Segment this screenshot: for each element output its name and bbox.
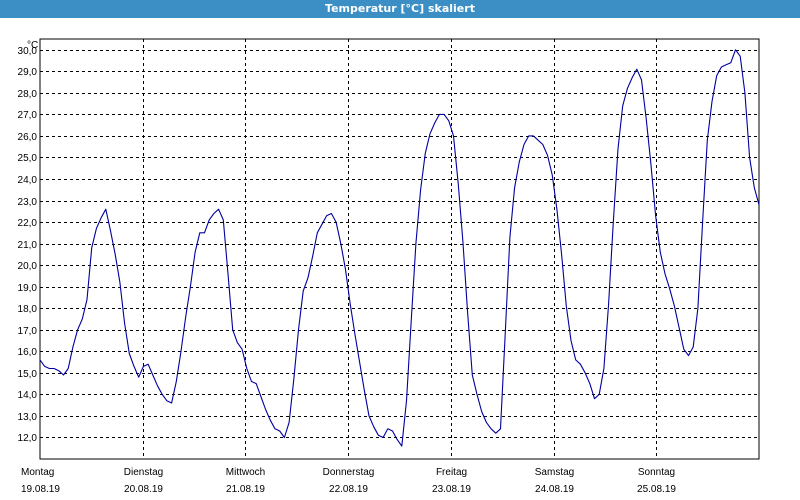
- x-tick-day: Montag: [21, 467, 54, 478]
- x-tick-date: 19.08.19: [21, 484, 60, 495]
- y-tick-label: 25,0: [18, 153, 38, 164]
- y-tick-label: 22,0: [18, 218, 38, 229]
- x-tick-day: Donnerstag: [323, 467, 375, 478]
- x-tick-date: 25.08.19: [637, 484, 676, 495]
- y-tick-label: 14,0: [18, 390, 38, 401]
- y-tick-label: 13,0: [18, 412, 38, 423]
- x-tick-day: Dienstag: [124, 467, 163, 478]
- x-tick-labels: Montag 19.08.19 Dienstag 20.08.19 Mittwoch 21…: [21, 467, 676, 495]
- y-tick-label: 29,0: [18, 67, 38, 78]
- grid-lines: [40, 39, 759, 459]
- plot-frame: [39, 38, 760, 460]
- y-axis-unit-label: °C: [27, 40, 38, 51]
- y-tick-label: 15,0: [18, 369, 38, 380]
- x-tick-day: Freitag: [436, 467, 467, 478]
- y-tick-label: 16,0: [18, 347, 38, 358]
- y-tick-label: 30,0: [18, 46, 38, 57]
- y-tick-label: 19,0: [18, 283, 38, 294]
- x-tick-date: 24.08.19: [535, 484, 574, 495]
- temperature-series-line: [39, 49, 760, 447]
- y-tick-labels: 12,0 13,0 14,0 15,0 16,0 17,0 18,0 19,0 20,0 21,0…: [18, 46, 38, 444]
- y-tick-label: 21,0: [18, 240, 38, 251]
- x-tick-date: 20.08.19: [124, 484, 163, 495]
- x-tick-date: 23.08.19: [432, 484, 471, 495]
- x-tick-day: Sonntag: [638, 467, 675, 478]
- y-tick-label: 12,0: [18, 433, 38, 444]
- y-tick-label: 18,0: [18, 304, 38, 315]
- y-tick-label: 27,0: [18, 110, 38, 121]
- y-tick-label: 23,0: [18, 197, 38, 208]
- series-layer: [39, 49, 760, 447]
- y-tick-label: 24,0: [18, 175, 38, 186]
- x-tick-date: 22.08.19: [329, 484, 368, 495]
- y-tick-label: 17,0: [18, 326, 38, 337]
- x-tick-date: 21.08.19: [226, 484, 265, 495]
- y-tick-label: 20,0: [18, 261, 38, 272]
- y-tick-label: 26,0: [18, 132, 38, 143]
- x-tick-day: Samstag: [535, 467, 574, 478]
- y-tick-label: 28,0: [18, 89, 38, 100]
- chart-title: Temperatur [°C] skaliert: [0, 0, 800, 18]
- temperature-chart: °C 12,0 13,0 14,0 15,0 16,0 17,0 18,0 19,0 20,0 2…: [18, 38, 760, 495]
- x-tick-day: Mittwoch: [226, 467, 265, 478]
